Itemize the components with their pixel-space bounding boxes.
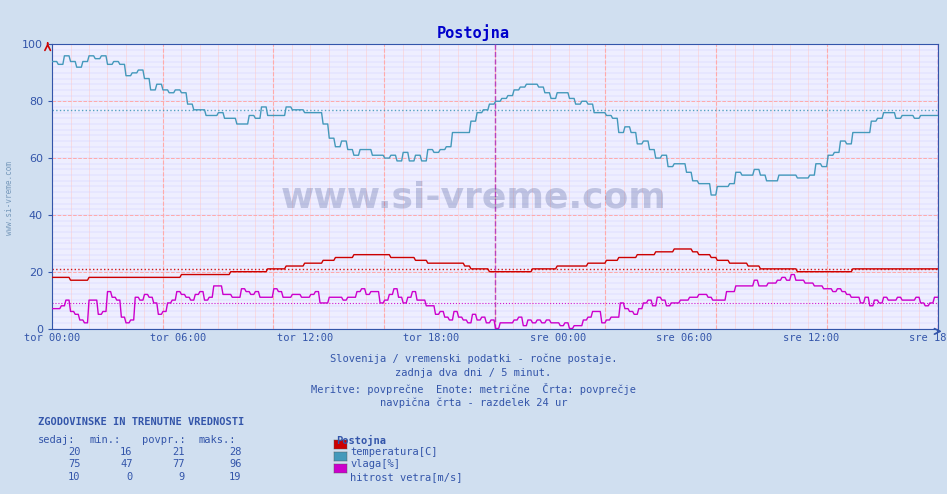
Text: tor 00:00: tor 00:00	[24, 333, 80, 343]
Text: sre 18:00: sre 18:00	[909, 333, 947, 343]
Text: tor 06:00: tor 06:00	[151, 333, 206, 343]
Text: tor 12:00: tor 12:00	[277, 333, 333, 343]
Text: ZGODOVINSKE IN TRENUTNE VREDNOSTI: ZGODOVINSKE IN TRENUTNE VREDNOSTI	[38, 417, 244, 427]
Text: 75: 75	[68, 459, 80, 469]
Text: Postojna: Postojna	[437, 24, 510, 41]
Text: 19: 19	[229, 472, 241, 482]
Text: maks.:: maks.:	[199, 435, 237, 445]
Text: 21: 21	[172, 447, 185, 457]
Text: 16: 16	[120, 447, 133, 457]
Text: temperatura[C]: temperatura[C]	[350, 447, 438, 457]
Text: 0: 0	[126, 472, 133, 482]
Text: Postojna: Postojna	[336, 435, 386, 446]
Text: 96: 96	[229, 459, 241, 469]
Text: 9: 9	[178, 472, 185, 482]
Text: hitrost vetra[m/s]: hitrost vetra[m/s]	[350, 472, 463, 482]
Text: www.si-vreme.com: www.si-vreme.com	[280, 181, 667, 214]
Text: sre 00:00: sre 00:00	[530, 333, 586, 343]
Text: navpična črta - razdelek 24 ur: navpična črta - razdelek 24 ur	[380, 398, 567, 408]
Text: sedaj:: sedaj:	[38, 435, 76, 445]
Text: Slovenija / vremenski podatki - ročne postaje.: Slovenija / vremenski podatki - ročne po…	[330, 353, 617, 364]
Text: Meritve: povprečne  Enote: metrične  Črta: povprečje: Meritve: povprečne Enote: metrične Črta:…	[311, 383, 636, 395]
Text: 10: 10	[68, 472, 80, 482]
Text: 77: 77	[172, 459, 185, 469]
Text: sre 12:00: sre 12:00	[783, 333, 839, 343]
Text: tor 18:00: tor 18:00	[403, 333, 459, 343]
Text: sre 06:00: sre 06:00	[656, 333, 713, 343]
Text: 20: 20	[68, 447, 80, 457]
Text: www.si-vreme.com: www.si-vreme.com	[5, 161, 14, 235]
Text: povpr.:: povpr.:	[142, 435, 186, 445]
Text: min.:: min.:	[90, 435, 121, 445]
Text: 47: 47	[120, 459, 133, 469]
Text: 28: 28	[229, 447, 241, 457]
Text: zadnja dva dni / 5 minut.: zadnja dva dni / 5 minut.	[396, 368, 551, 378]
Text: vlaga[%]: vlaga[%]	[350, 459, 401, 469]
